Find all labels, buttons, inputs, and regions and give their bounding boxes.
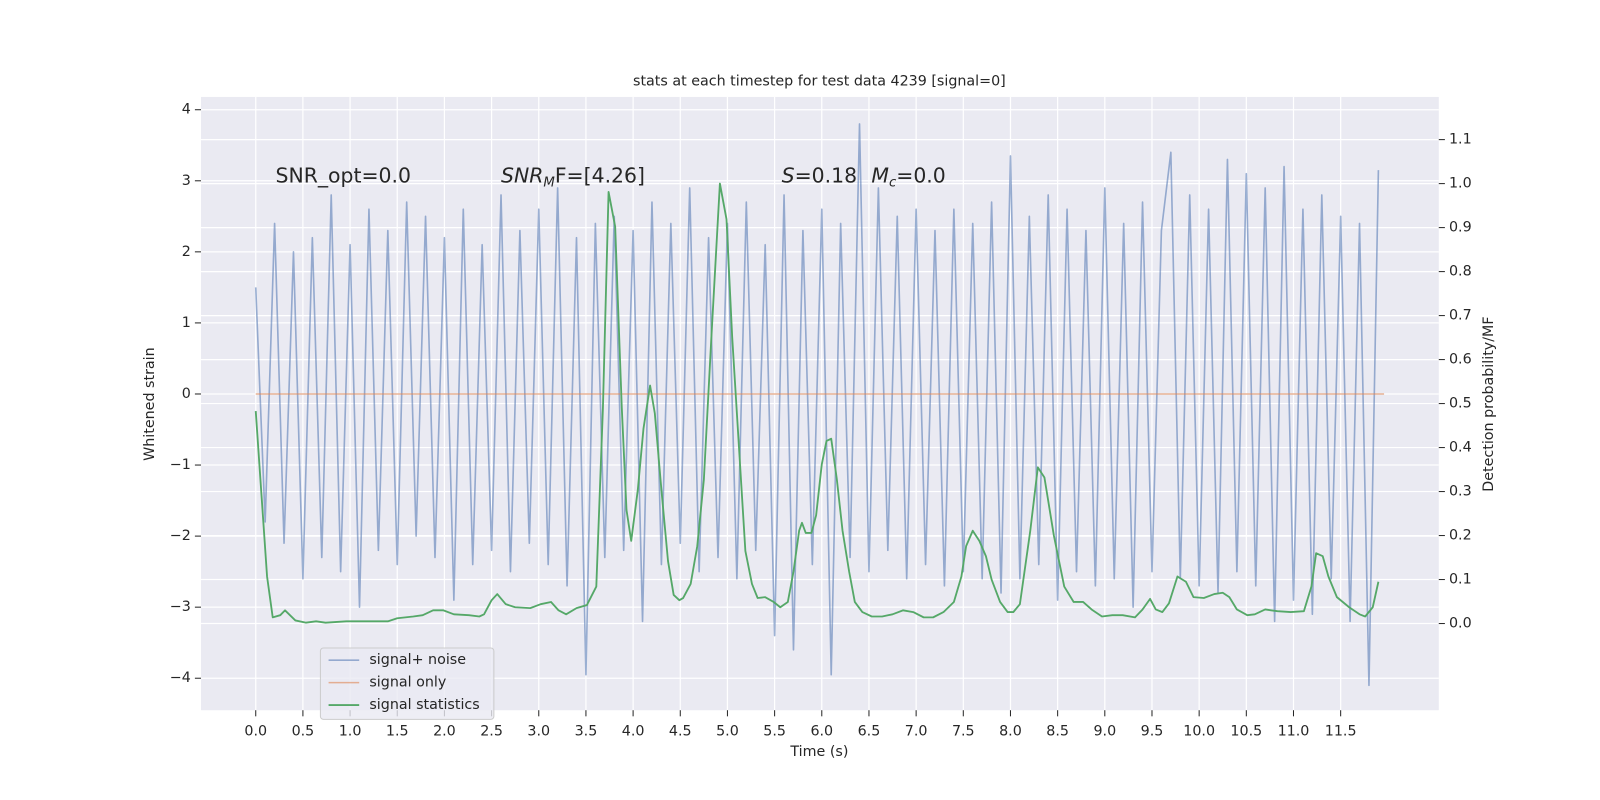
- legend-label: signal only: [369, 675, 446, 691]
- y-tick-label: −2: [170, 528, 191, 544]
- y-tick-label: −4: [170, 670, 191, 686]
- legend-label: signal statistics: [369, 697, 479, 713]
- y2-tick-label: 0.7: [1449, 308, 1472, 324]
- y-tick-label: −3: [170, 599, 191, 615]
- y-tick-label: 2: [182, 244, 191, 260]
- legend: signal+ noise signal only signal statistic…: [319, 647, 495, 720]
- y2-tick-label: 0.9: [1449, 220, 1472, 236]
- y-axis-label: Whitened strain: [142, 347, 158, 461]
- annotation-part: S: [782, 164, 795, 188]
- x-tick-label: 5.0: [716, 724, 739, 740]
- x-tick-label: 1.0: [339, 724, 362, 740]
- x-tick-label: 6.0: [810, 724, 833, 740]
- x-tick-label: 11.0: [1278, 724, 1310, 740]
- legend-label: signal+ noise: [369, 652, 466, 668]
- x-tick-label: 0.0: [244, 724, 267, 740]
- x-tick-label: 11.5: [1325, 724, 1357, 740]
- x-tick-label: 8.5: [1046, 724, 1069, 740]
- annotation-part: SNR: [501, 164, 543, 188]
- y2-tick-label: 1.1: [1449, 132, 1472, 148]
- y2-tick-label: 0.6: [1449, 352, 1472, 368]
- x-tick-label: 5.5: [763, 724, 786, 740]
- y-tick-label: 1: [182, 315, 191, 331]
- y-tick-label: 3: [182, 173, 191, 189]
- y2-tick-label: 0.1: [1449, 572, 1472, 588]
- annotation: S=0.18 Mc=0.0: [782, 164, 946, 191]
- annotation-part: F=[4.26]: [555, 164, 645, 188]
- x-tick-label: 1.5: [386, 724, 409, 740]
- y2-tick-label: 0.3: [1449, 484, 1472, 500]
- y-tick-label: −1: [170, 457, 191, 473]
- x-tick-label: 3.0: [527, 724, 550, 740]
- ticks: 0.0 0.5 1.0 1.5 2.0 2.5 3.0 3.5 4.0 4.5 5.0 5.5 6.0 6…: [170, 102, 1472, 740]
- x-tick-label: 2.0: [433, 724, 456, 740]
- grid: [201, 96, 1439, 711]
- chart-title: stats at each timestep for test data 423…: [633, 74, 1006, 90]
- annotation-part: M: [871, 164, 889, 188]
- y2-tick-label: 0.2: [1449, 528, 1472, 544]
- series-line: [254, 182, 1380, 624]
- y2-tick-label: 0.4: [1449, 440, 1472, 456]
- y-tick-label: 4: [182, 102, 191, 118]
- x-axis-label: Time (s): [789, 744, 848, 760]
- series-line: [254, 123, 1380, 687]
- x-tick-label: 2.5: [480, 724, 503, 740]
- marks: [254, 123, 1385, 687]
- annotation-part: =0.0: [896, 164, 946, 188]
- annotation-part: c: [889, 176, 897, 191]
- y-tick-label: 0: [182, 386, 191, 402]
- x-tick-label: 3.5: [575, 724, 598, 740]
- x-tick-label: 9.0: [1093, 724, 1116, 740]
- annotation: SNRMF=[4.26]: [501, 164, 645, 191]
- x-tick-label: 9.5: [1141, 724, 1164, 740]
- x-tick-label: 7.5: [952, 724, 975, 740]
- y2-tick-label: 0.5: [1449, 396, 1472, 412]
- annotation-part: M: [543, 176, 555, 191]
- x-tick-label: 10.0: [1183, 724, 1215, 740]
- x-tick-label: 4.5: [669, 724, 692, 740]
- annotation: SNR_opt=0.0: [276, 164, 412, 189]
- x-tick-label: 6.5: [858, 724, 881, 740]
- x-tick-label: 8.0: [999, 724, 1022, 740]
- y2-tick-label: 0.8: [1449, 264, 1472, 280]
- x-tick-label: 10.5: [1230, 724, 1262, 740]
- y2-tick-label: 1.0: [1449, 176, 1472, 192]
- x-tick-label: 7.0: [905, 724, 928, 740]
- annotation-part: =0.18: [795, 164, 858, 188]
- x-tick-label: 4.0: [622, 724, 645, 740]
- x-tick-label: 0.5: [292, 724, 315, 740]
- legend-box: [319, 647, 495, 720]
- y2-tick-label: 0.0: [1449, 616, 1472, 632]
- y2-axis-label: Detection probability/MF: [1481, 316, 1497, 491]
